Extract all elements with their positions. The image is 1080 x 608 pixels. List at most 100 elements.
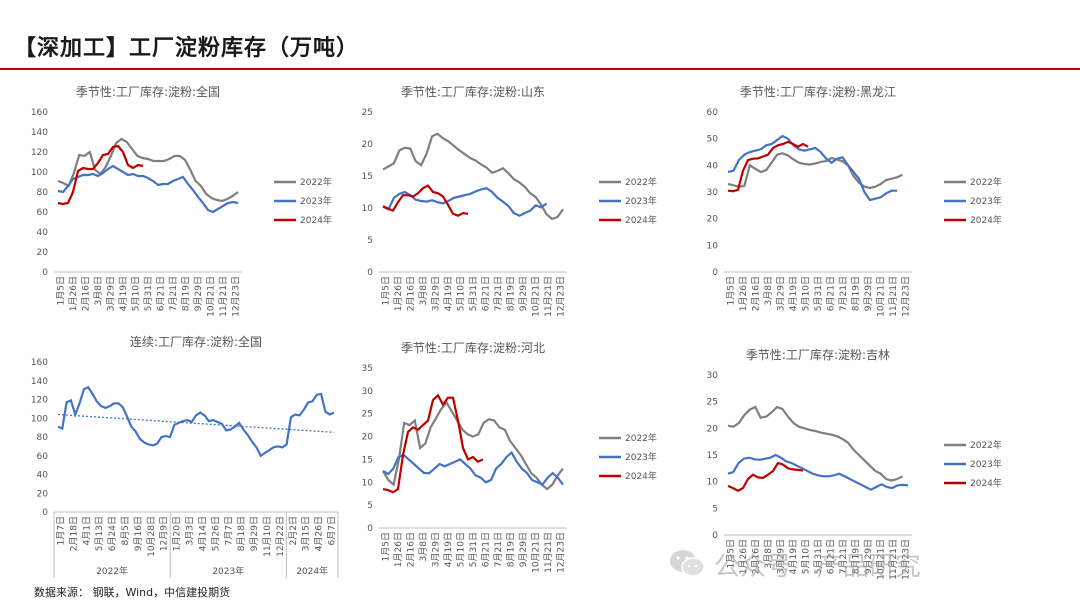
x-tick-label: 3月8日 <box>763 539 774 568</box>
x-tick-label: 7月21日 <box>493 532 504 567</box>
x-tick-label: 1月26日 <box>738 276 749 311</box>
x-tick-label: 5月10日 <box>800 276 811 311</box>
x-tick-label: 4月14日 <box>197 516 208 551</box>
chart-heilongjiang-seasonal: 季节性:工厂库存:淀粉:黑龙江 0 10 20 30 40 50 60 1月5日 1月26日 2月1… <box>690 82 1020 332</box>
x-tick-label: 3月8日 <box>418 276 429 305</box>
watermark-text: 公众号 · 产品研究 <box>714 551 921 582</box>
chart-hebei-seasonal: 季节性:工厂库存:淀粉:河北 0 5 10 15 20 25 30 35 1月5日 1月26日 2月1… <box>345 338 685 598</box>
x-tick-label: 4月19日 <box>118 276 129 311</box>
x-tick-label: 4月19日 <box>443 532 454 567</box>
y-tick-label: 80 <box>37 188 49 198</box>
x-tick-label: 8月19日 <box>851 539 862 574</box>
x-tick-label: 2月16日 <box>405 532 416 567</box>
chart-jilin-seasonal: 季节性:工厂库存:淀粉:吉林 0 5 10 15 20 25 30 1月5日 1月26日 2月16日… <box>690 345 1020 595</box>
x-tick-label: 5月31日 <box>468 532 479 567</box>
y-tick-label: 20 <box>37 489 49 499</box>
x-tick-label: 11月21日 <box>543 532 554 573</box>
x-tick-label: 11月10日 <box>262 516 273 557</box>
x-tick-label: 10月21日 <box>876 539 887 580</box>
x-tick-label: 7月7日 <box>223 516 234 545</box>
x-tick-label: 1月26日 <box>738 539 749 574</box>
y-tick-label: 100 <box>31 168 48 178</box>
x-tick-label: 4月19日 <box>443 276 454 311</box>
y-tick-label: 20 <box>362 140 374 150</box>
legend-label: 2022年 <box>970 439 1002 451</box>
legend-label: 2024年 <box>300 214 332 226</box>
series-line-2024 <box>57 144 144 206</box>
series-line-2023 <box>57 164 239 214</box>
legend-label: 2024年 <box>970 477 1002 489</box>
series-line-2022 <box>727 405 903 482</box>
x-tick-label: 6月21日 <box>826 539 837 574</box>
y-tick-label: 40 <box>37 471 49 481</box>
x-tick-label: 8月18日 <box>236 516 247 551</box>
x-tick-label: 9月29日 <box>249 516 260 551</box>
x-tick-label: 6月21日 <box>481 532 492 567</box>
y-tick-label: 0 <box>42 268 48 278</box>
c5-svg: 季节性:工厂库存:淀粉:河北 0 5 10 15 20 25 30 35 1月5日 1月26日 2月1… <box>362 340 657 573</box>
x-tick-label: 1月26日 <box>393 276 404 311</box>
year-label: 2024年 <box>296 565 328 577</box>
x-tick-label: 1月5日 <box>725 276 736 305</box>
x-tick-label: 12月23日 <box>901 539 912 580</box>
y-tick-label: 160 <box>31 358 48 368</box>
x-tick-label: 6月21日 <box>481 276 492 311</box>
x-tick-label: 10月21日 <box>206 276 217 317</box>
data-source-note: 数据来源： 钢联，Wind，中信建投期货 <box>34 586 231 599</box>
x-tick-label: 4月26日 <box>314 516 325 551</box>
x-tick-label: 2月18日 <box>68 516 79 551</box>
y-tick-label: 120 <box>31 148 48 158</box>
x-tick-label: 9月29日 <box>863 539 874 574</box>
y-tick-label: 40 <box>707 161 719 171</box>
x-tick-label: 5月10日 <box>130 276 141 311</box>
year-label: 2022年 <box>96 565 128 577</box>
x-tick-label: 7月21日 <box>838 539 849 574</box>
x-tick-label: 9月29日 <box>518 276 529 311</box>
y-tick-label: 140 <box>31 128 48 138</box>
legend-label: 2023年 <box>970 195 1002 207</box>
legend-label: 2024年 <box>625 214 657 226</box>
y-tick-label: 5 <box>712 504 718 514</box>
x-tick-label: 11月21日 <box>543 276 554 317</box>
series-line-2023 <box>382 450 564 486</box>
x-tick-label: 8月19日 <box>506 276 517 311</box>
x-tick-label: 9月29日 <box>518 532 529 567</box>
y-tick-label: 20 <box>707 424 719 434</box>
x-tick-label: 8月5日 <box>120 516 131 545</box>
y-tick-label: 0 <box>367 268 373 278</box>
legend-label: 2022年 <box>625 176 657 188</box>
x-tick-label: 6月21日 <box>156 276 167 311</box>
chart-title: 季节性:工厂库存:淀粉:吉林 <box>746 347 890 362</box>
x-tick-label: 6月21日 <box>826 276 837 311</box>
series-line-2024 <box>382 393 484 494</box>
x-tick-label: 7月21日 <box>168 276 179 311</box>
x-tick-label: 4月19日 <box>788 539 799 574</box>
x-tick-label: 3月3日 <box>185 516 196 545</box>
x-tick-label: 2月16日 <box>80 276 91 311</box>
x-tick-label: 5月31日 <box>813 276 824 311</box>
x-tick-label: 8月19日 <box>181 276 192 311</box>
legend-label: 2023年 <box>970 458 1002 470</box>
c6-svg: 季节性:工厂库存:淀粉:吉林 0 5 10 15 20 25 30 1月5日 1月26日 2月16日… <box>707 347 1002 580</box>
y-tick-label: 140 <box>31 377 48 387</box>
y-tick-label: 25 <box>362 108 373 118</box>
x-tick-label: 3月8日 <box>763 276 774 305</box>
series-line-2024 <box>727 461 804 492</box>
y-tick-label: 30 <box>707 188 719 198</box>
series-line-2024 <box>382 184 469 217</box>
y-tick-label: 100 <box>31 414 48 424</box>
x-tick-label: 5月26日 <box>210 516 221 551</box>
y-tick-label: 10 <box>362 204 374 214</box>
series-line-2022 <box>727 152 903 190</box>
y-tick-label: 15 <box>362 172 373 182</box>
x-tick-label: 3月29日 <box>430 276 441 311</box>
y-tick-label: 50 <box>707 135 719 145</box>
chart-national-seasonal: 季节性:工厂库存:淀粉:全国 0 20 40 60 80 100 120 140 160 1月5日 1… <box>20 82 350 332</box>
x-tick-label: 6月7日 <box>327 516 338 545</box>
x-tick-label: 6月24日 <box>107 516 118 551</box>
y-tick-label: 20 <box>362 433 374 443</box>
x-tick-label: 12月23日 <box>901 276 912 317</box>
y-tick-label: 20 <box>37 248 49 258</box>
x-tick-label: 5月31日 <box>468 276 479 311</box>
